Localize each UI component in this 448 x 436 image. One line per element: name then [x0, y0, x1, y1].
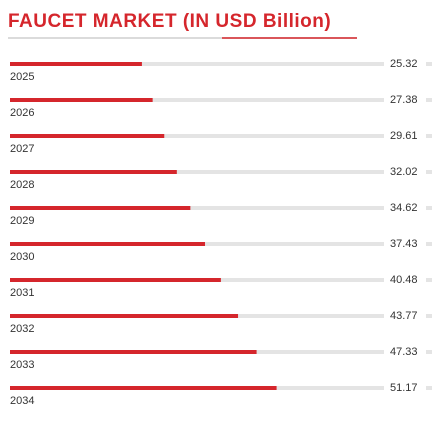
value-label: 43.77 [390, 310, 418, 322]
y-tick-label: 2027 [10, 143, 34, 155]
bar [10, 170, 177, 174]
bar-track [10, 62, 432, 66]
value-label-bg [384, 344, 426, 360]
bar-track [10, 98, 432, 102]
bar [10, 314, 239, 318]
bar [10, 62, 142, 66]
value-label-bg [384, 164, 426, 180]
y-tick-label: 2026 [10, 107, 34, 119]
value-label: 29.61 [390, 130, 418, 142]
bar-track [10, 206, 432, 210]
bar [10, 350, 257, 354]
value-label: 27.38 [390, 94, 418, 106]
bar-track [10, 170, 432, 174]
value-label: 34.62 [390, 202, 418, 214]
chart-title: FAUCET MARKET (IN USD Billion) [8, 11, 331, 32]
value-label-bg [384, 128, 426, 144]
value-label: 37.43 [390, 238, 418, 250]
value-label: 40.48 [390, 274, 418, 286]
bar [10, 98, 153, 102]
value-label-bg [384, 200, 426, 216]
bar [10, 386, 277, 390]
bar [10, 278, 221, 282]
y-tick-label: 2029 [10, 215, 34, 227]
y-tick-label: 2032 [10, 323, 34, 335]
value-label: 25.32 [390, 58, 418, 70]
bar [10, 242, 206, 246]
value-label: 51.17 [390, 382, 418, 394]
value-label-bg [384, 380, 426, 396]
value-label-bg [384, 308, 426, 324]
bar [10, 206, 191, 210]
y-tick-label: 2025 [10, 71, 34, 83]
bar-track [10, 134, 432, 138]
value-label: 32.02 [390, 166, 418, 178]
value-label-bg [384, 92, 426, 108]
y-tick-label: 2028 [10, 179, 34, 191]
bar-track [10, 278, 432, 282]
bar [10, 134, 165, 138]
value-label-bg [384, 56, 426, 72]
bar-track [10, 242, 432, 246]
value-label: 47.33 [390, 346, 418, 358]
value-label-bg [384, 236, 426, 252]
y-tick-label: 2031 [10, 287, 34, 299]
y-tick-label: 2033 [10, 359, 34, 371]
y-tick-label: 2030 [10, 251, 34, 263]
value-label-bg [384, 272, 426, 288]
y-tick-label: 2034 [10, 395, 34, 407]
